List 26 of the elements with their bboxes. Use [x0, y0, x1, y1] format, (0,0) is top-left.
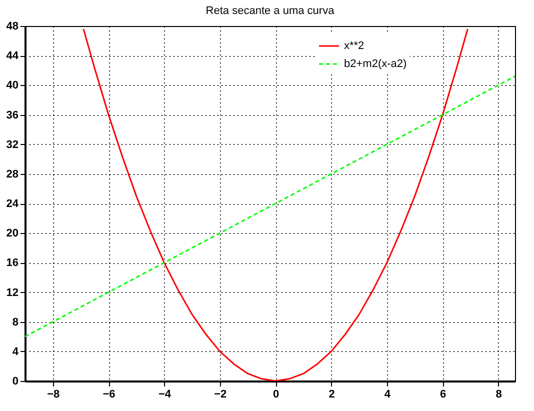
y-tick-label: 28 [6, 168, 18, 180]
legend-label: b2+m2(x-a2) [344, 58, 407, 70]
y-tick-label: 40 [6, 80, 18, 92]
x-tick-label: 8 [496, 388, 502, 400]
y-tick-label: 44 [6, 50, 20, 62]
x-tick-label: 2 [328, 388, 335, 400]
y-tick-label: 8 [12, 316, 18, 328]
y-tick-label: 20 [6, 228, 18, 240]
legend-label: x**2 [344, 40, 364, 52]
y-tick-label: 48 [6, 20, 18, 32]
y-tick-label: 0 [12, 376, 18, 388]
y-tick-label: 16 [6, 257, 18, 270]
x-tick-label: −6 [102, 388, 116, 400]
x-tick-label: 6 [440, 388, 446, 400]
y-tick-label: 32 [6, 138, 18, 151]
y-tick-label: 12 [6, 286, 18, 299]
x-tick-label: 4 [384, 388, 392, 400]
x-tick-label: −8 [47, 388, 60, 400]
y-tick-label: 36 [6, 109, 18, 122]
line-series [82, 28, 468, 381]
y-tick-label: 24 [6, 198, 20, 210]
y-tick-label: 4 [12, 346, 20, 358]
x-tick-label: 0 [273, 388, 280, 400]
x-tick-label: −2 [214, 388, 227, 400]
x-tick-label: −4 [158, 388, 172, 400]
chart-title: Reta secante a uma curva [206, 5, 336, 17]
